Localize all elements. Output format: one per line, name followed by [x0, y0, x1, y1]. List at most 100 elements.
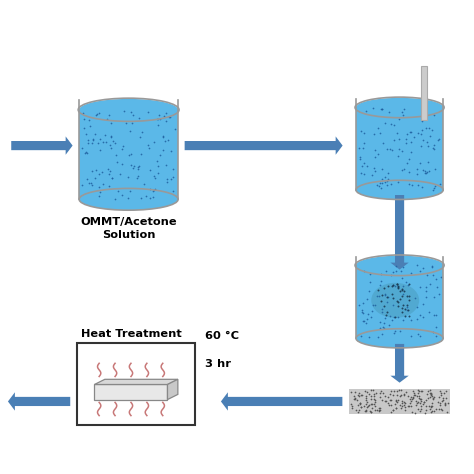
Point — [363, 394, 370, 401]
Point — [419, 264, 427, 272]
Point — [150, 172, 158, 179]
Point — [118, 160, 126, 168]
Point — [137, 151, 145, 158]
Point — [411, 294, 419, 302]
Text: Heat Treatment: Heat Treatment — [81, 329, 182, 339]
Point — [154, 121, 162, 128]
Point — [402, 388, 410, 396]
Point — [397, 404, 404, 411]
Point — [134, 163, 142, 171]
Point — [417, 405, 424, 413]
Point — [442, 387, 450, 395]
Point — [422, 406, 430, 413]
Point — [383, 294, 391, 301]
Point — [371, 399, 379, 406]
Point — [366, 407, 374, 415]
Point — [436, 180, 443, 187]
Point — [155, 112, 163, 119]
Point — [377, 387, 385, 395]
Point — [398, 402, 406, 410]
Text: 3 hr: 3 hr — [205, 359, 231, 369]
Point — [388, 146, 395, 154]
Point — [367, 313, 374, 320]
Point — [411, 409, 419, 417]
Point — [86, 122, 94, 130]
Point — [384, 293, 392, 301]
Point — [390, 328, 398, 336]
Point — [394, 284, 401, 292]
Point — [398, 397, 406, 404]
Point — [370, 395, 377, 402]
Point — [422, 396, 429, 403]
Point — [146, 195, 154, 202]
Point — [119, 143, 127, 150]
Point — [390, 121, 398, 128]
Point — [167, 147, 175, 155]
Point — [380, 302, 387, 310]
Point — [376, 406, 384, 414]
Point — [390, 294, 397, 301]
Point — [396, 296, 403, 303]
Point — [400, 290, 407, 298]
Point — [164, 175, 171, 183]
Point — [373, 292, 380, 300]
Point — [156, 151, 164, 159]
Point — [423, 168, 431, 175]
Point — [415, 330, 422, 337]
Point — [137, 134, 144, 141]
Point — [361, 387, 368, 395]
Point — [393, 392, 401, 399]
Point — [96, 188, 104, 196]
Point — [155, 115, 162, 123]
Point — [403, 303, 410, 311]
Point — [371, 400, 378, 408]
Point — [82, 130, 90, 138]
Point — [396, 327, 404, 335]
Point — [137, 194, 145, 202]
Point — [360, 267, 368, 275]
Point — [425, 394, 432, 402]
Point — [376, 281, 384, 289]
Point — [430, 111, 438, 119]
Point — [415, 394, 423, 401]
Point — [437, 401, 444, 409]
Point — [425, 143, 432, 150]
Point — [81, 124, 88, 132]
Point — [410, 392, 418, 399]
Point — [421, 167, 429, 175]
Point — [432, 323, 440, 331]
Point — [377, 404, 384, 411]
Point — [379, 292, 386, 299]
Point — [152, 174, 159, 182]
Point — [420, 398, 428, 406]
Point — [428, 391, 435, 399]
Point — [435, 405, 442, 413]
Point — [424, 271, 431, 279]
Point — [394, 302, 402, 310]
Point — [105, 171, 113, 178]
Point — [416, 408, 423, 415]
Point — [424, 387, 432, 394]
Point — [391, 401, 399, 408]
Point — [93, 110, 100, 118]
Point — [357, 333, 365, 340]
Point — [398, 167, 406, 174]
Point — [422, 124, 429, 132]
Point — [85, 136, 92, 144]
Point — [101, 131, 109, 138]
Point — [145, 109, 152, 116]
Point — [371, 146, 379, 154]
Polygon shape — [77, 343, 195, 426]
Point — [80, 116, 88, 123]
Point — [368, 401, 375, 408]
Point — [384, 400, 392, 407]
Point — [85, 180, 92, 187]
Point — [413, 392, 420, 400]
Point — [372, 402, 379, 410]
Point — [169, 187, 176, 195]
Point — [399, 263, 407, 271]
Point — [387, 387, 395, 395]
Point — [84, 175, 91, 183]
Point — [387, 120, 395, 128]
Point — [356, 400, 364, 407]
